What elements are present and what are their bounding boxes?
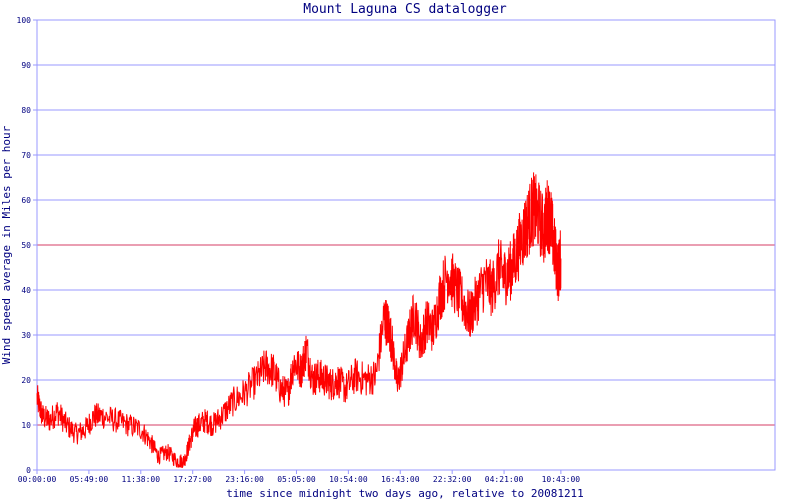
y-axis-ticks: 0 10 20 30 40 50 60 70 80 90 100	[17, 16, 37, 475]
x-tick-label: 10:54:00	[329, 475, 368, 484]
x-tick-label: 10:43:00	[542, 475, 581, 484]
series-line	[36, 172, 562, 468]
y-tick-label: 0	[26, 466, 31, 475]
y-tick-label: 90	[21, 61, 31, 70]
x-tick-label: 00:00:00	[18, 475, 57, 484]
y-tick-label: 70	[21, 151, 31, 160]
x-tick-label: 23:16:00	[225, 475, 264, 484]
x-tick-label: 22:32:00	[433, 475, 472, 484]
y-tick-label: 60	[21, 196, 31, 205]
threshold-lines	[37, 244, 775, 426]
x-tick-label: 11:38:00	[122, 475, 161, 484]
y-axis-label: Wind speed average in Miles per hour	[0, 125, 13, 364]
y-tick-label: 20	[21, 376, 31, 385]
y-tick-label: 40	[21, 286, 31, 295]
x-tick-label: 17:27:00	[173, 475, 212, 484]
y-tick-label: 80	[21, 106, 31, 115]
series-layer	[36, 172, 562, 468]
x-axis-label: time since midnight two days ago, relati…	[226, 487, 584, 500]
x-tick-label: 16:43:00	[381, 475, 420, 484]
y-tick-label: 30	[21, 331, 31, 340]
y-tick-label: 100	[17, 16, 32, 25]
x-axis-ticks: 00:00:00 05:49:00 11:38:00 17:27:00 23:16:00…	[18, 470, 581, 484]
x-tick-label: 05:49:00	[70, 475, 109, 484]
chart-title: Mount Laguna CS datalogger	[303, 2, 507, 17]
y-tick-label: 50	[21, 241, 31, 250]
x-tick-label: 05:05:00	[277, 475, 316, 484]
y-tick-label: 10	[21, 421, 31, 430]
x-tick-label: 04:21:00	[485, 475, 524, 484]
